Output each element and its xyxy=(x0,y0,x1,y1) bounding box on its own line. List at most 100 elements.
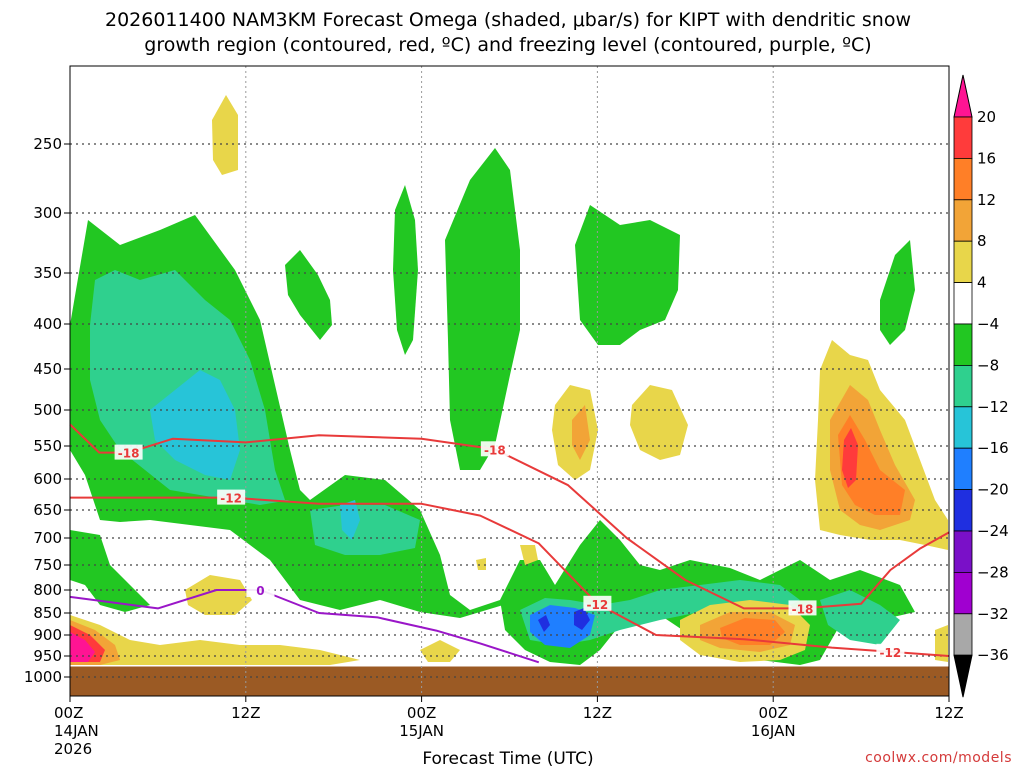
x-tick-date-48: 16JAN xyxy=(751,722,796,740)
contour-label-1-0: -12 xyxy=(220,492,242,506)
y-tick-label-400: 400 xyxy=(33,315,62,333)
contour-label-bg-1-2 xyxy=(876,643,905,659)
x-tick-date-24: 15JAN xyxy=(399,722,444,740)
contour-label-bg-0-1 xyxy=(480,441,509,457)
omega-region-cyan-left xyxy=(150,370,240,480)
colorbar-bin-10 xyxy=(953,530,973,573)
colorbar-label-3: 8 xyxy=(977,232,987,250)
colorbar: 20 16 12 8 4 −4 −8 −12 −16 −20 −24 −28 −32 −36 xyxy=(953,74,1009,698)
y-tick-label-300: 300 xyxy=(33,204,62,222)
omega-region-pink-bottom-left xyxy=(70,632,95,662)
contour-line-0 xyxy=(69,423,950,610)
x-tick-date-0: 14JAN xyxy=(54,722,99,740)
contour-label-bg-1-1 xyxy=(583,595,612,611)
omega-region-green-far-right xyxy=(880,240,915,345)
x-tick-label-48: 00Z xyxy=(759,704,788,722)
colorbar-bin-4 xyxy=(953,282,973,325)
contour-label-bg-1-0 xyxy=(217,489,246,505)
colorbar-label-9: −20 xyxy=(977,481,1009,499)
x-tick-year-0: 2026 xyxy=(54,740,92,758)
x-tick-label-12: 12Z xyxy=(231,704,260,722)
colorbar-label-11: −28 xyxy=(977,563,1009,581)
y-axis-ticks: 250 300 350 400 450 500 550 600 650 700 750 800 850 9… xyxy=(24,135,70,686)
y-tick-label-650: 650 xyxy=(33,501,62,519)
contour-label-0-2: -18 xyxy=(792,602,814,616)
omega-region-green-upper-mid xyxy=(393,185,418,355)
x-axis-label: Forecast Time (UTC) xyxy=(422,749,593,768)
colorbar-label-0: 20 xyxy=(977,108,996,126)
colorbar-label-1: 16 xyxy=(977,149,996,167)
y-tick-label-750: 750 xyxy=(33,556,62,574)
colorbar-label-6: −8 xyxy=(977,356,999,374)
y-tick-label-800: 800 xyxy=(33,581,62,599)
contour-label-0-0: -18 xyxy=(118,447,140,461)
y-tick-label-850: 850 xyxy=(33,604,62,622)
colorbar-bin-7 xyxy=(953,406,973,449)
colorbar-bin-5 xyxy=(953,323,973,366)
omega-region-yellow-far-right-edge xyxy=(935,625,948,662)
x-tick-label-24: 00Z xyxy=(407,704,436,722)
colorbar-bin-6 xyxy=(953,364,973,408)
contour-label-2-0: 0 xyxy=(256,584,264,598)
colorbar-bin-3 xyxy=(953,240,973,283)
x-tick-label-0: 00Z xyxy=(54,704,83,722)
contour-line-2 xyxy=(69,589,540,664)
omega-region-green-column xyxy=(445,148,520,470)
colorbar-bin-8 xyxy=(953,447,973,491)
colorbar-label-8: −16 xyxy=(977,439,1009,457)
colorbar-label-5: −4 xyxy=(977,315,999,333)
omega-region-green-lower-left xyxy=(70,530,150,612)
omega-region-green-upper-right xyxy=(575,205,680,345)
omega-shading xyxy=(70,95,948,665)
colorbar-label-10: −24 xyxy=(977,522,1009,540)
contour-label-1-2: -12 xyxy=(880,646,902,660)
contour-label-0-1: -18 xyxy=(484,443,506,457)
x-tick-label-36: 12Z xyxy=(583,704,612,722)
contour-label-bg-0-2 xyxy=(788,600,817,616)
y-tick-label-250: 250 xyxy=(33,135,62,153)
y-tick-label-550: 550 xyxy=(33,437,62,455)
contour-label-1-1: -12 xyxy=(587,598,609,612)
colorbar-label-12: −32 xyxy=(977,605,1009,623)
colorbar-bin-1 xyxy=(953,157,973,201)
colorbar-bin-0 xyxy=(953,116,973,159)
omega-region-orange-mid xyxy=(572,405,590,460)
omega-region-teal-right-left xyxy=(310,505,420,555)
colorbar-bin-9 xyxy=(953,489,973,532)
y-tick-label-500: 500 xyxy=(33,401,62,419)
colorbar-top-arrow xyxy=(953,74,973,118)
chart-title-line-2: growth region (contoured, red, ºC) and f… xyxy=(144,34,871,56)
omega-region-darkblue xyxy=(538,608,590,632)
colorbar-bin-12 xyxy=(953,613,973,656)
chart-title-line-1: 2026011400 NAM3KM Forecast Omega (shaded… xyxy=(105,9,911,31)
ground-surface xyxy=(70,666,949,696)
credit-text: coolwx.com/models xyxy=(865,750,1012,766)
colorbar-label-7: −12 xyxy=(977,398,1009,416)
contour-label-bg-2-0 xyxy=(246,582,275,597)
y-tick-label-950: 950 xyxy=(33,647,62,665)
omega-region-teal-far-right xyxy=(820,590,900,645)
contour-label-bg-0-0 xyxy=(114,444,143,460)
omega-region-green-upper-mid2 xyxy=(285,250,332,340)
y-tick-label-900: 900 xyxy=(33,626,62,644)
omega-region-yellow-bottom-left xyxy=(70,615,360,665)
omega-region-yellow-bottom-left2 xyxy=(185,575,252,615)
omega-region-cyan-small xyxy=(340,500,360,540)
omega-region-red-right xyxy=(842,428,858,488)
temperature-contours: -18 -18 -18 -12 -12 -12 0 xyxy=(69,423,950,664)
y-tick-label-350: 350 xyxy=(33,264,62,282)
omega-region-yellow-small-mid2 xyxy=(476,545,538,570)
colorbar-label-13: −36 xyxy=(977,646,1009,664)
omega-region-yellow-mid2 xyxy=(630,385,688,460)
colorbar-label-4: 4 xyxy=(977,274,987,292)
colorbar-bin-11 xyxy=(953,572,973,615)
plot-frame xyxy=(69,65,950,697)
colorbar-label-2: 12 xyxy=(977,191,996,209)
y-tick-label-450: 450 xyxy=(33,360,62,378)
omega-region-yellow-small-mid xyxy=(420,640,460,662)
omega-region-yellow-top xyxy=(212,95,238,175)
y-tick-label-700: 700 xyxy=(33,529,62,547)
x-tick-label-60: 12Z xyxy=(934,704,963,722)
